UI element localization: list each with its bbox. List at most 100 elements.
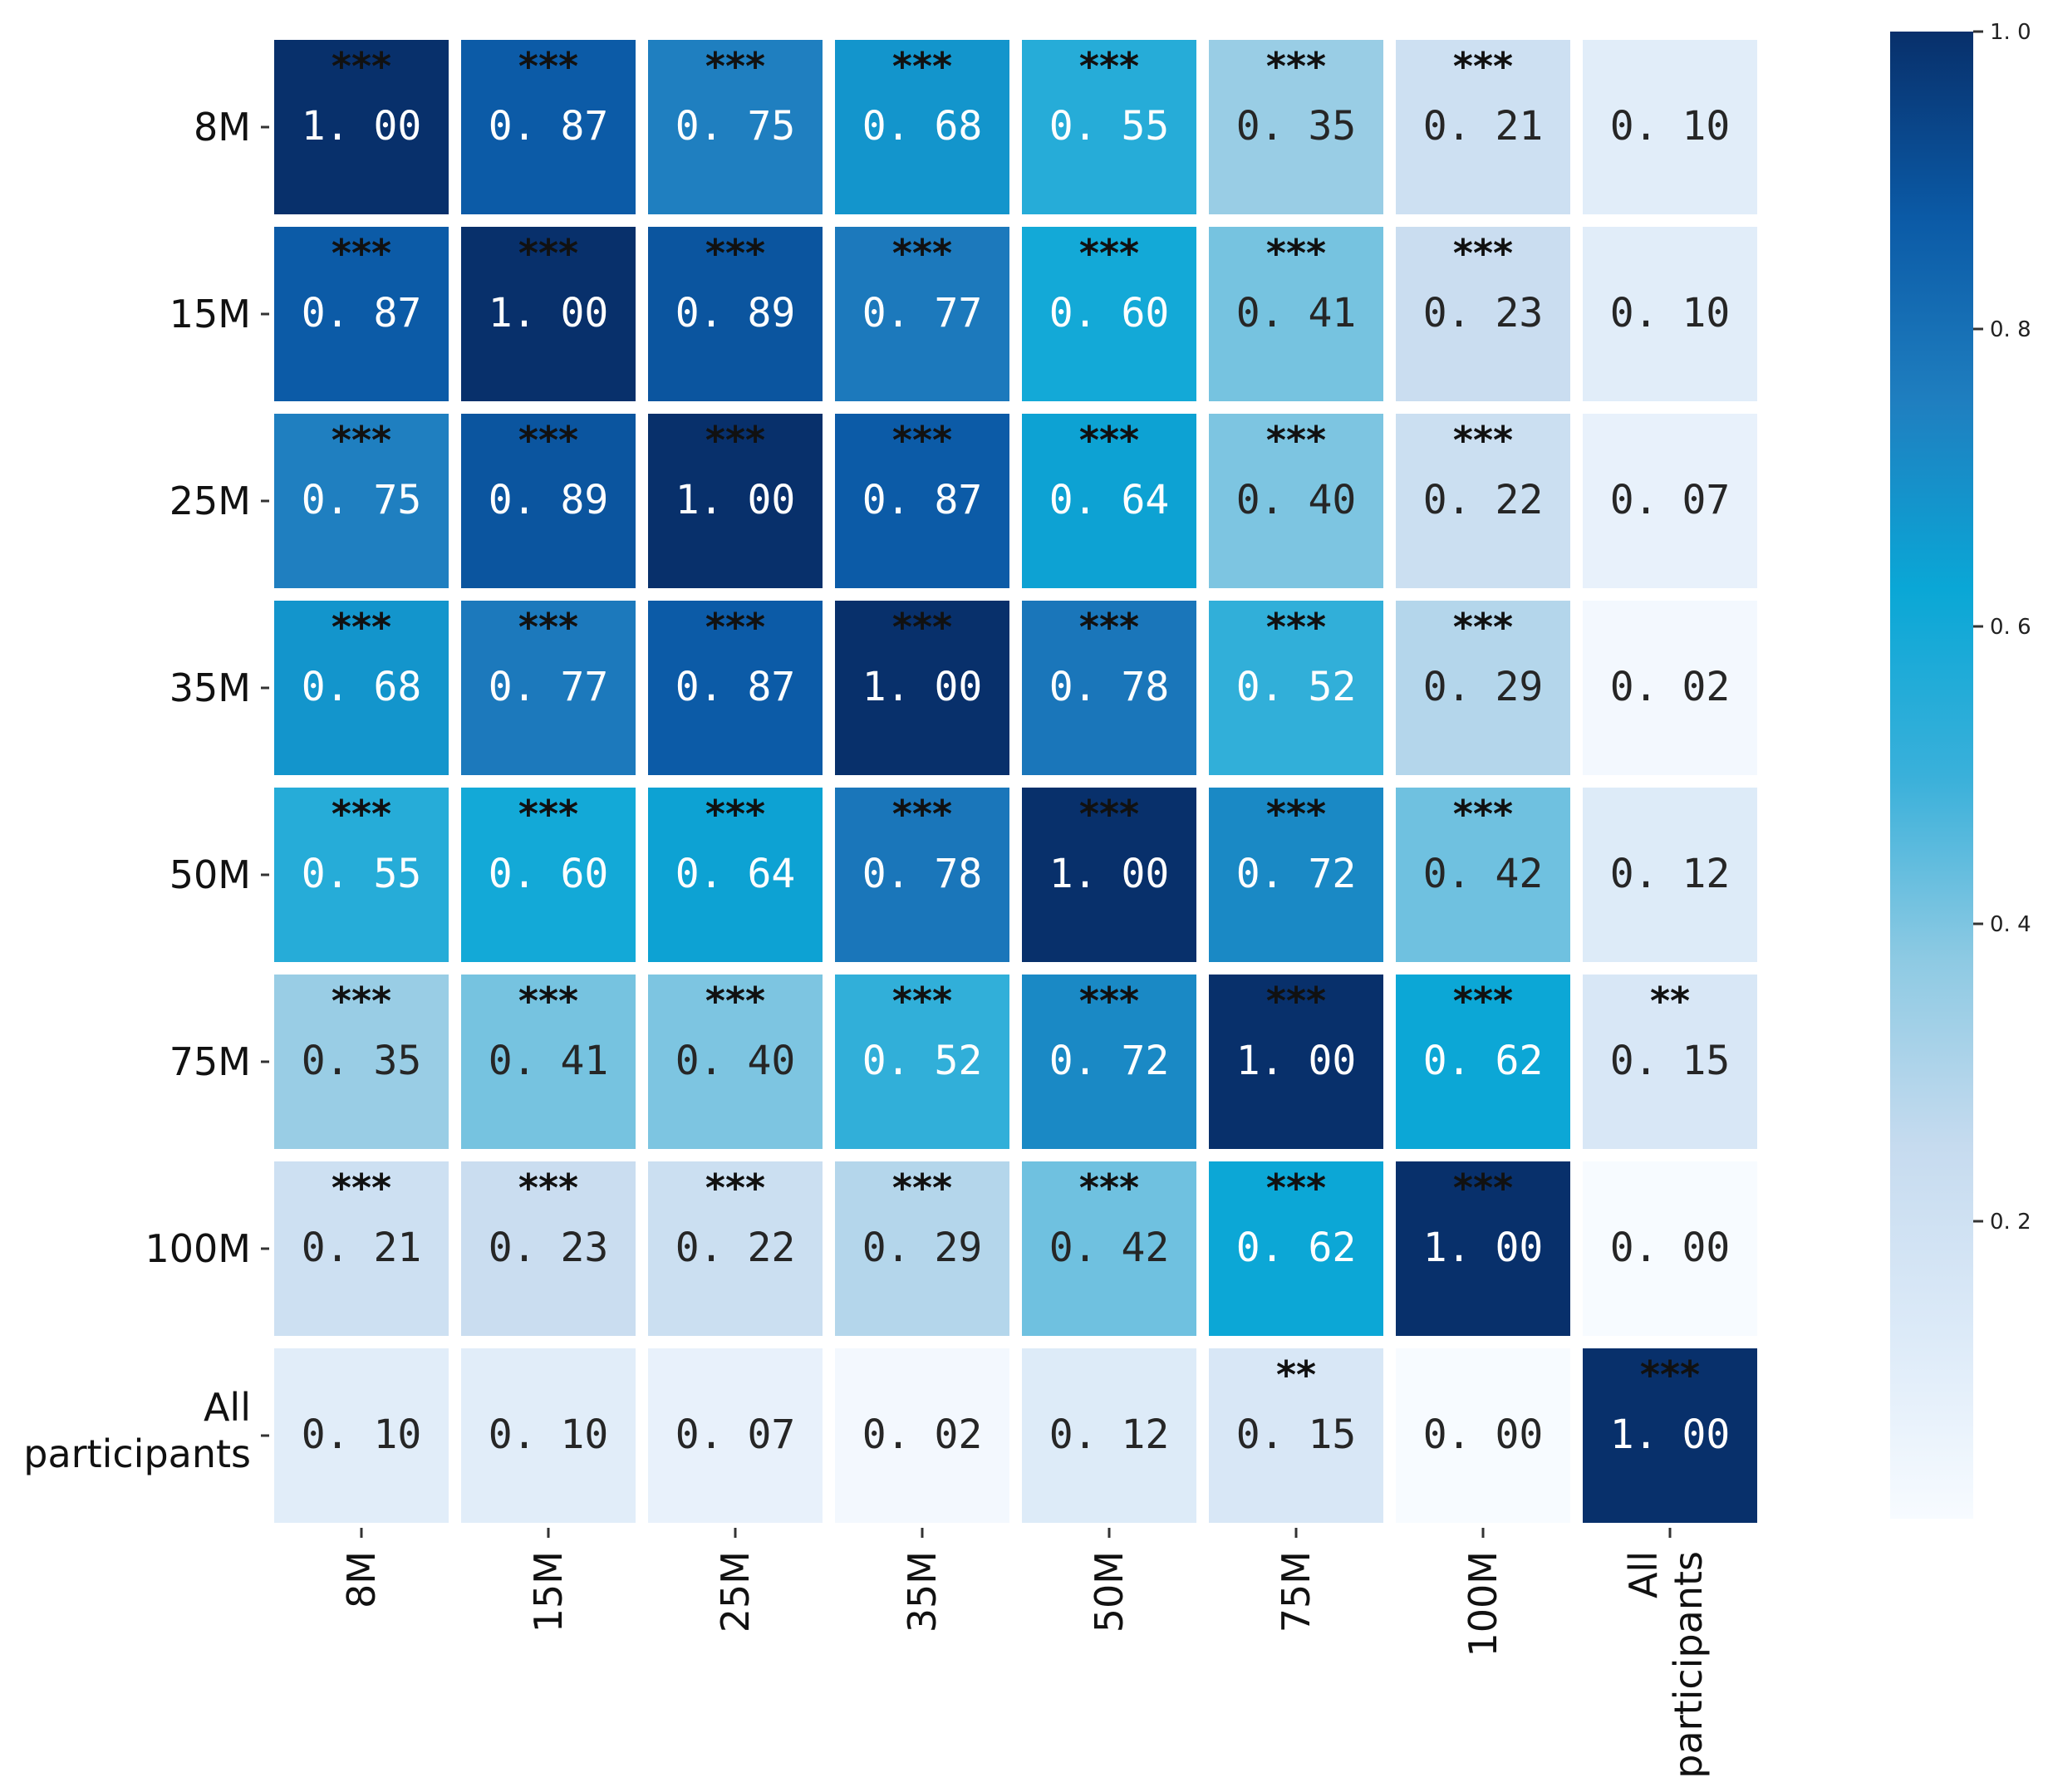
heatmap-cell: *** 0. 42 [1022, 1161, 1196, 1336]
cell-rect [274, 40, 449, 214]
heatmap-cell: *** 0. 35 [274, 975, 449, 1149]
cell-rect [1396, 975, 1570, 1149]
cell-significance: *** [518, 418, 578, 463]
heatmap-cell: *** 0. 78 [835, 788, 1009, 962]
row-label: 35M [169, 665, 269, 710]
cell-value: 0. 02 [862, 1412, 983, 1458]
cell-rect [648, 227, 823, 401]
heatmap-cell: 0. 12 [1022, 1348, 1196, 1523]
cell-significance: *** [892, 44, 952, 89]
cell-value: 0. 00 [1423, 1412, 1544, 1458]
cell-significance: *** [518, 44, 578, 89]
cell-value: 0. 87 [675, 664, 796, 710]
heatmap-cell: 0. 10 [1583, 40, 1757, 214]
column-label-text: 35M [900, 1551, 945, 1632]
cell-significance: *** [332, 418, 391, 463]
heatmap-cell: *** 0. 60 [1022, 227, 1196, 401]
cell-significance: *** [1453, 605, 1513, 650]
heatmap-cell: *** 0. 60 [461, 788, 636, 962]
cell-significance: *** [705, 792, 765, 837]
cell-value: 0. 60 [489, 851, 609, 897]
column-label: 35M [900, 1528, 945, 1632]
cell-rect [1396, 788, 1570, 962]
heatmap-cell: *** 0. 89 [648, 227, 823, 401]
cell-value: 0. 75 [302, 477, 422, 523]
colorbar: 0. 2 0. 4 0. 6 0. 8 1. 0 [1890, 20, 2031, 1519]
cell-rect [835, 1161, 1009, 1336]
cell-rect [1022, 601, 1196, 775]
row-label-text: 8M [194, 105, 251, 150]
cell-rect [648, 601, 823, 775]
heatmap-cell: 0. 00 [1396, 1348, 1570, 1523]
cell-value: 0. 55 [302, 851, 422, 897]
heatmap-cell: *** 0. 55 [1022, 40, 1196, 214]
cell-value: 0. 22 [675, 1225, 796, 1271]
cell-significance: *** [1079, 231, 1139, 276]
cell-rect [648, 975, 823, 1149]
heatmap-cell: 0. 10 [274, 1348, 449, 1523]
cell-significance: *** [1266, 231, 1326, 276]
cell-significance: *** [1079, 418, 1139, 463]
cell-rect [461, 601, 636, 775]
cell-significance: *** [332, 792, 391, 837]
cell-rect [461, 1348, 636, 1523]
heatmap-cell: *** 0. 87 [461, 40, 636, 214]
cell-value: 0. 23 [489, 1225, 609, 1271]
heatmap-cell: *** 1. 00 [835, 601, 1009, 775]
column-label: 100M [1461, 1528, 1505, 1657]
cell-value: 0. 78 [1049, 664, 1170, 710]
cell-value: 0. 55 [1049, 103, 1170, 150]
cell-value: 1. 00 [1049, 851, 1170, 897]
cell-rect [1583, 40, 1757, 214]
cell-significance: *** [1640, 1353, 1700, 1397]
cell-rect [835, 414, 1009, 588]
cell-rect [1209, 601, 1383, 775]
cell-value: 0. 40 [1236, 477, 1357, 523]
cell-significance: *** [892, 792, 952, 837]
cell-value: 0. 52 [862, 1038, 983, 1084]
heatmap-cell: *** 0. 40 [648, 975, 823, 1149]
cell-value: 0. 89 [489, 477, 609, 523]
cell-value: 1. 00 [1610, 1412, 1731, 1458]
cell-rect [1396, 227, 1570, 401]
cell-value: 0. 60 [1049, 290, 1170, 336]
row-label-text: 100M [145, 1226, 252, 1271]
row-label: 15M [169, 292, 269, 336]
cell-rect [1022, 414, 1196, 588]
heatmap-cell: *** 1. 00 [1583, 1348, 1757, 1523]
cell-rect [1396, 601, 1570, 775]
cell-rect [1209, 1348, 1383, 1523]
heatmap-cell: *** 1. 00 [648, 414, 823, 588]
cell-rect [1396, 1348, 1570, 1523]
cell-rect [1209, 788, 1383, 962]
cell-significance: *** [892, 979, 952, 1024]
column-label: 15M [526, 1528, 571, 1632]
cell-rect [648, 1161, 823, 1336]
heatmap-cell: 0. 07 [1583, 414, 1757, 588]
colorbar-tick: 1. 0 [1973, 20, 2031, 45]
heatmap-cell: 0. 12 [1583, 788, 1757, 962]
heatmap-cell: *** 1. 00 [461, 227, 636, 401]
cell-significance: *** [1079, 979, 1139, 1024]
column-axis: 8M 15M 25M 35M 50M 75M 100M All participants [339, 1528, 1711, 1779]
cell-rect [1022, 1161, 1196, 1336]
cell-significance: *** [892, 1166, 952, 1210]
cell-significance: *** [705, 605, 765, 650]
cell-rect [1583, 227, 1757, 401]
row-label: 25M [169, 479, 269, 523]
heatmap-cell: *** 0. 87 [835, 414, 1009, 588]
cell-rect [835, 227, 1009, 401]
cell-significance: *** [332, 1166, 391, 1210]
cell-value: 0. 77 [489, 664, 609, 710]
column-label-text: 15M [526, 1551, 571, 1632]
cell-value: 0. 35 [1236, 103, 1357, 150]
heatmap-cell: *** 0. 55 [274, 788, 449, 962]
row-label-text: 50M [169, 852, 251, 897]
cell-significance: *** [518, 231, 578, 276]
cell-value: 0. 89 [675, 290, 796, 336]
column-label: 8M [339, 1528, 384, 1608]
cell-rect [274, 1161, 449, 1336]
cell-value: 1. 00 [862, 664, 983, 710]
